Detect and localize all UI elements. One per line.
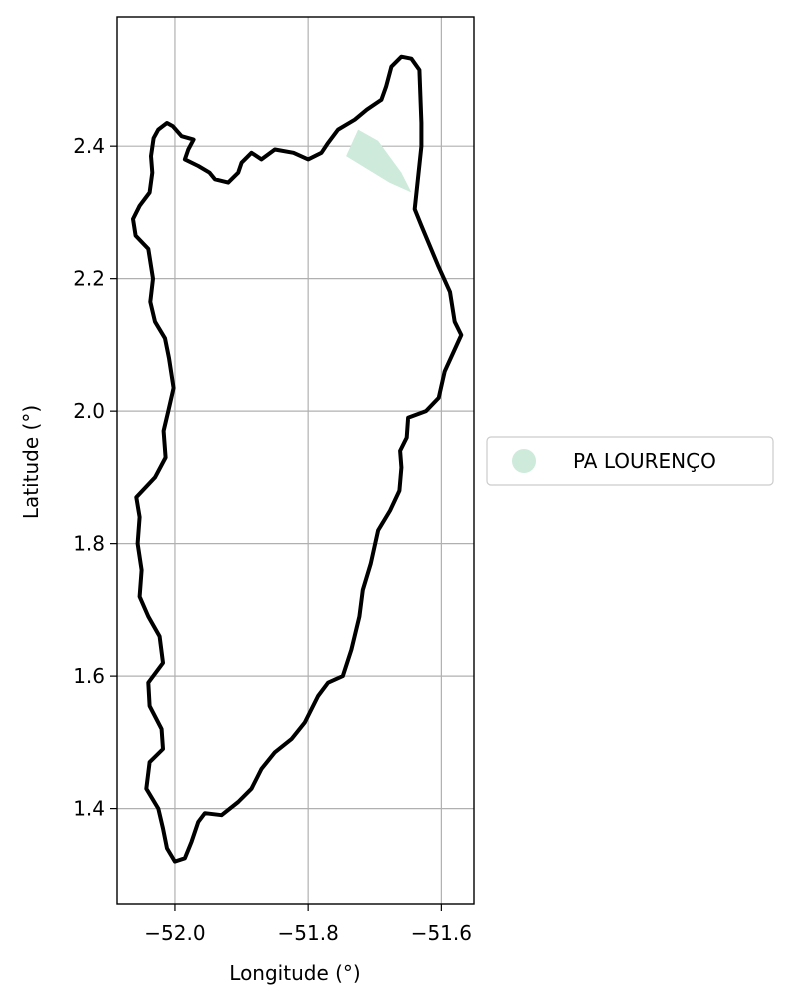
legend-box [486,436,774,486]
y-tick-label: 2.0 [73,399,105,423]
grid-lines [117,17,474,904]
map-data [131,54,464,864]
boundary-outline [131,54,464,864]
pa-lourenco-region [346,129,412,193]
y-axis-label: Latitude (°) [19,405,43,519]
y-tick-label: 1.8 [73,532,105,556]
axis-ticks: −52.0 −51.8 −51.6 1.4 1.6 1.8 2.0 2.2 2.4 [73,134,472,945]
x-tick-label: −52.0 [144,921,205,945]
x-tick-label: −51.8 [278,921,339,945]
y-tick-label: 2.2 [73,267,105,291]
plot-frame [116,16,475,905]
legend-label: PA LOURENÇO [573,449,716,473]
x-axis-label: Longitude (°) [229,961,360,985]
y-tick-label: 2.4 [73,134,105,158]
y-tick-label: 1.4 [73,797,105,821]
legend-marker [512,449,536,473]
y-tick-label: 1.6 [73,664,105,688]
legend: PA LOURENÇO [486,436,774,486]
x-tick-label: −51.6 [411,921,472,945]
